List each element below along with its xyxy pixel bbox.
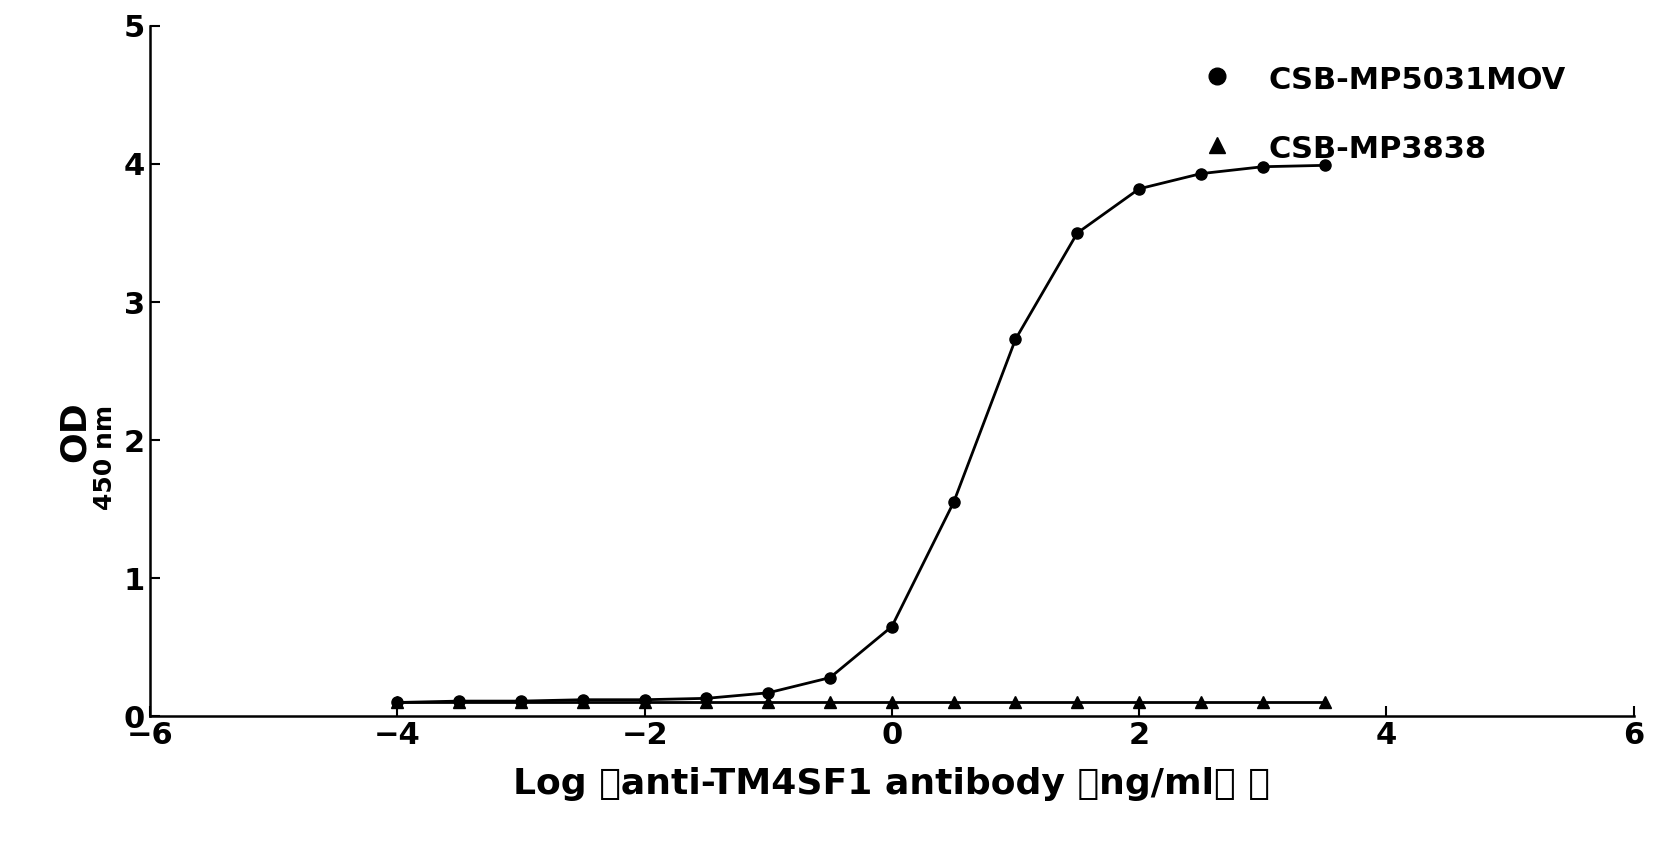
CSB-MP5031MOV [697, 693, 717, 703]
CSB-MP3838 [1315, 697, 1335, 708]
CSB-MP5031MOV [882, 621, 902, 632]
CSB-MP3838 [758, 697, 778, 708]
Text: 450 nm: 450 nm [93, 405, 117, 510]
Legend: CSB-MP5031MOV, CSB-MP3838: CSB-MP5031MOV, CSB-MP3838 [1174, 48, 1582, 180]
CSB-MP3838 [635, 697, 655, 708]
Text: OD: OD [58, 401, 92, 462]
CSB-MP5031MOV [944, 497, 964, 507]
CSB-MP3838 [944, 697, 964, 708]
CSB-MP5031MOV [448, 696, 468, 706]
CSB-MP5031MOV [573, 695, 593, 705]
CSB-MP5031MOV [820, 672, 840, 683]
CSB-MP5031MOV [1067, 228, 1087, 238]
Line: CSB-MP3838: CSB-MP3838 [392, 697, 1330, 708]
CSB-MP3838 [1067, 697, 1087, 708]
CSB-MP3838 [387, 697, 407, 708]
CSB-MP3838 [448, 697, 468, 708]
CSB-MP3838 [882, 697, 902, 708]
CSB-MP5031MOV [1005, 334, 1025, 344]
CSB-MP3838 [1005, 697, 1025, 708]
CSB-MP3838 [1129, 697, 1149, 708]
X-axis label: Log （anti-TM4SF1 antibody （ng/ml） ）: Log （anti-TM4SF1 antibody （ng/ml） ） [513, 767, 1270, 801]
CSB-MP3838 [820, 697, 840, 708]
CSB-MP5031MOV [387, 697, 407, 708]
CSB-MP3838 [573, 697, 593, 708]
CSB-MP3838 [697, 697, 717, 708]
CSB-MP5031MOV [1190, 168, 1210, 179]
CSB-MP5031MOV [1254, 161, 1274, 172]
CSB-MP3838 [1254, 697, 1274, 708]
CSB-MP5031MOV [1129, 184, 1149, 194]
CSB-MP5031MOV [758, 688, 778, 698]
CSB-MP5031MOV [635, 695, 655, 705]
CSB-MP3838 [510, 697, 530, 708]
CSB-MP3838 [1190, 697, 1210, 708]
Line: CSB-MP5031MOV: CSB-MP5031MOV [392, 160, 1330, 708]
CSB-MP5031MOV [510, 696, 530, 706]
CSB-MP5031MOV [1315, 161, 1335, 171]
